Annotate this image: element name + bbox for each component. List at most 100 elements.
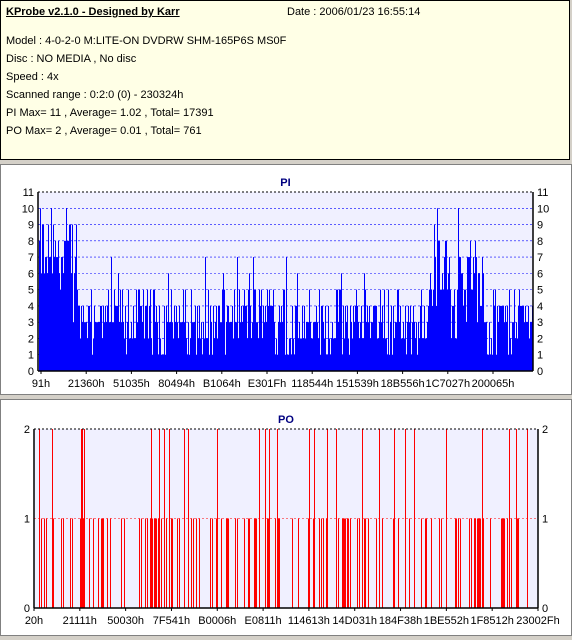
- bar: [166, 305, 167, 371]
- bar: [320, 354, 321, 371]
- y-tick-label: 9: [28, 220, 34, 232]
- bar: [379, 322, 380, 371]
- bar: [228, 305, 229, 371]
- bar: [219, 305, 220, 371]
- bar: [242, 322, 243, 371]
- bar: [285, 354, 286, 371]
- bar: [268, 518, 269, 608]
- bar: [423, 338, 424, 371]
- bar: [515, 338, 516, 371]
- bar: [315, 322, 316, 371]
- bar: [425, 338, 426, 371]
- y-tick-label-right: 1: [537, 350, 543, 362]
- bar: [212, 518, 213, 608]
- bar: [92, 354, 93, 371]
- bar: [419, 338, 420, 371]
- bar: [466, 322, 467, 371]
- bar: [255, 518, 256, 608]
- chart-title: PI: [280, 177, 290, 189]
- bar: [298, 518, 299, 608]
- x-tick-label: 1F8512h: [470, 615, 513, 627]
- y-tick-label-right: 5: [537, 285, 543, 297]
- bar: [299, 322, 300, 371]
- bar: [393, 518, 394, 608]
- bar: [210, 305, 211, 371]
- bar: [455, 338, 456, 371]
- bar: [377, 338, 378, 371]
- bar: [232, 305, 233, 371]
- bar: [256, 322, 257, 371]
- bar: [159, 429, 160, 608]
- bar: [286, 257, 287, 371]
- bar: [125, 305, 126, 371]
- bar: [487, 354, 488, 371]
- bar: [412, 322, 413, 371]
- bar: [520, 305, 521, 371]
- bar: [376, 518, 377, 608]
- bar: [389, 354, 390, 371]
- bar: [372, 322, 373, 371]
- bar: [409, 322, 410, 371]
- bar: [426, 518, 427, 608]
- bar: [282, 322, 283, 371]
- bar: [525, 305, 526, 371]
- info-panel: KProbe v2.1.0 - Designed by Karr Date : …: [0, 0, 570, 160]
- bar: [355, 305, 356, 371]
- bar: [164, 429, 165, 608]
- bar: [103, 305, 104, 371]
- bar: [485, 322, 486, 371]
- y-tick-label-right: 11: [537, 187, 548, 199]
- bar: [280, 322, 281, 371]
- bar: [394, 338, 395, 371]
- bar: [169, 322, 170, 371]
- bar: [155, 518, 156, 608]
- bar: [456, 338, 457, 371]
- bar: [291, 354, 292, 371]
- bar: [482, 257, 483, 371]
- bar: [284, 289, 285, 371]
- bar: [71, 273, 72, 371]
- bar: [403, 322, 404, 371]
- bar: [502, 305, 503, 371]
- model-line: Model : 4-0-2-0 M:LITE-ON DVDRW SHM-165P…: [6, 35, 287, 47]
- bar: [223, 273, 224, 371]
- bar: [326, 354, 327, 371]
- bar: [327, 354, 328, 371]
- bar: [499, 305, 500, 371]
- bar: [492, 354, 493, 371]
- bar: [45, 257, 46, 371]
- bar: [343, 518, 344, 608]
- bar: [386, 338, 387, 371]
- bar: [480, 305, 481, 371]
- bar: [373, 305, 374, 371]
- bar: [352, 338, 353, 371]
- bar: [478, 518, 479, 608]
- bar: [490, 518, 491, 608]
- bar: [288, 354, 289, 371]
- po-summary-line: PO Max= 2 , Average= 0.01 , Total= 761: [6, 125, 202, 137]
- bar: [353, 305, 354, 371]
- bar: [213, 305, 214, 371]
- bar: [225, 354, 226, 371]
- bar: [348, 338, 349, 371]
- bar: [272, 305, 273, 371]
- bar: [398, 289, 399, 371]
- bar: [152, 354, 153, 371]
- bar: [398, 518, 399, 608]
- bar: [522, 305, 523, 371]
- bar: [321, 518, 322, 608]
- bar: [362, 429, 363, 608]
- bar: [53, 224, 54, 371]
- bar: [88, 305, 89, 371]
- y-tick-label-right: 3: [537, 317, 543, 329]
- bar: [441, 289, 442, 371]
- bar: [243, 305, 244, 371]
- x-tick-label: 18B556h: [381, 378, 425, 390]
- bar: [383, 338, 384, 371]
- bar: [503, 518, 504, 608]
- bar: [235, 322, 236, 371]
- bar: [101, 518, 102, 608]
- bar: [179, 305, 180, 371]
- bar: [307, 322, 308, 371]
- bar: [469, 257, 470, 371]
